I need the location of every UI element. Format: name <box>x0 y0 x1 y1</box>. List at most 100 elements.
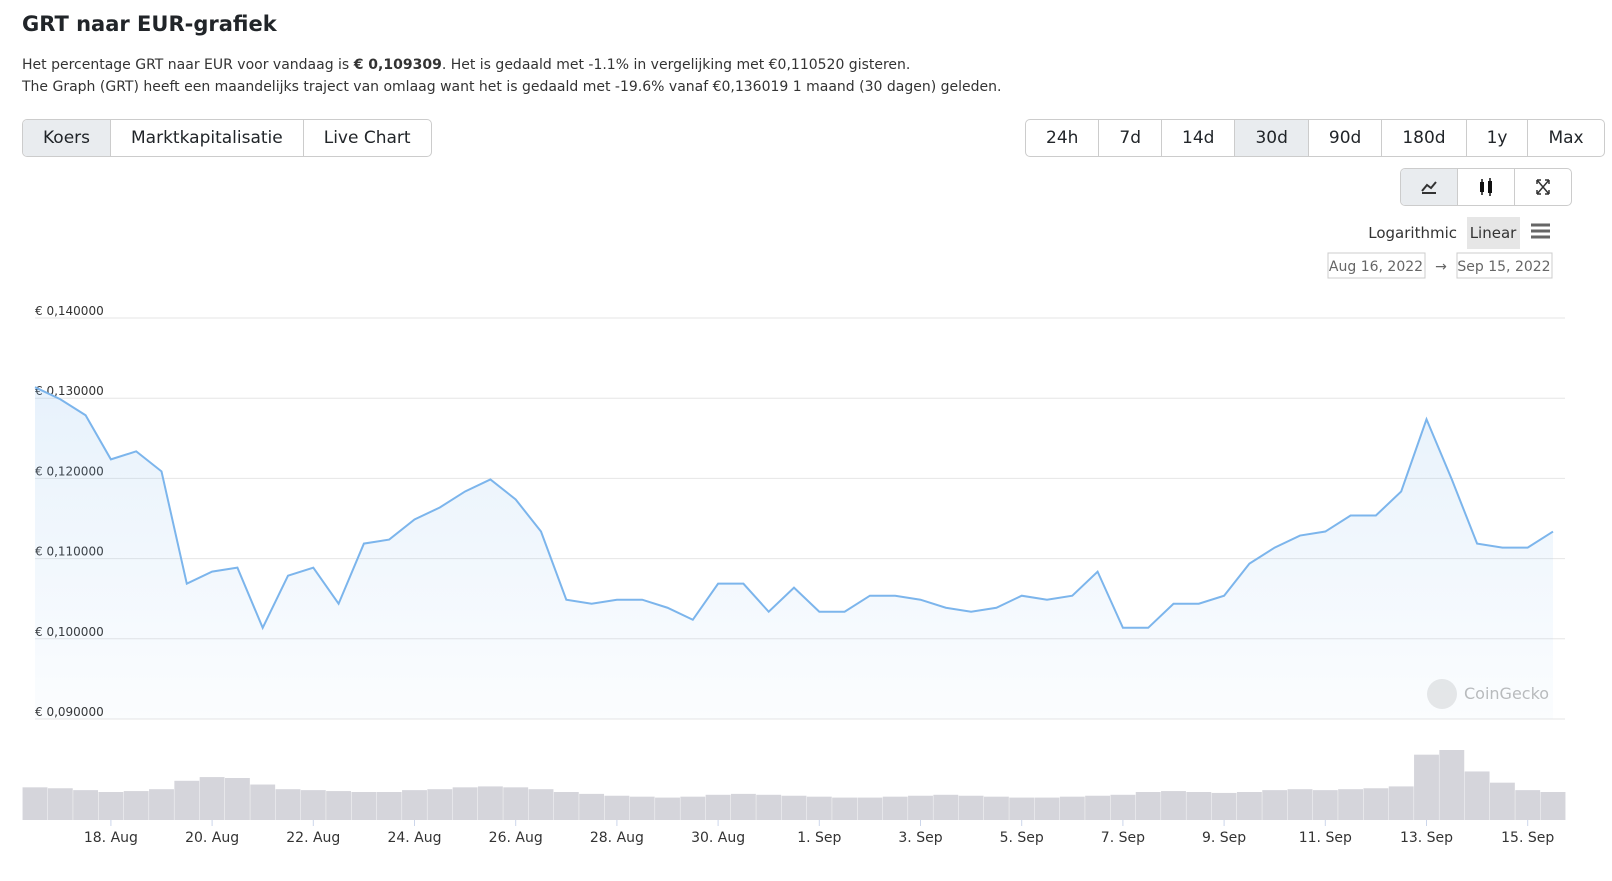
volume-bar <box>655 797 680 820</box>
volume-bar <box>730 793 756 820</box>
volume-bar <box>224 778 250 820</box>
volume-bar <box>983 796 1009 820</box>
volume-bar <box>503 787 529 820</box>
scale-option[interactable]: Logarithmic <box>1368 224 1457 242</box>
periods: 24h 7d 14d 30d 90d 180d 1y Max <box>1025 119 1605 157</box>
tab[interactable]: Koers <box>23 120 112 156</box>
volume-bar <box>123 791 149 820</box>
volume-bar <box>22 787 48 820</box>
volume-bar <box>73 790 99 820</box>
x-tick-label: 3. Sep <box>898 830 942 846</box>
period[interactable]: 30d <box>1235 120 1309 156</box>
x-tick-label: 28. Aug <box>590 830 644 846</box>
volume-bar <box>275 789 301 820</box>
linear-bg <box>1467 217 1520 249</box>
x-tick-label: 9. Sep <box>1202 830 1246 846</box>
period[interactable]: 1y <box>1467 120 1529 156</box>
volume-bar <box>908 795 933 820</box>
x-tick-label: 7. Sep <box>1101 830 1145 846</box>
volume-bar <box>1312 790 1338 820</box>
volume-bar <box>149 789 174 820</box>
volume-bar <box>933 794 959 820</box>
volume-bar <box>47 788 73 820</box>
volume-bar <box>1034 797 1060 820</box>
y-tick-label: € 0,100000 <box>35 625 104 639</box>
arrow: → <box>1435 259 1447 275</box>
date-from[interactable]: Aug 16, 2022 <box>1329 259 1423 275</box>
period[interactable]: 24h <box>1026 120 1100 156</box>
x-tick-label: 15. Sep <box>1501 830 1554 846</box>
volume-bar <box>1414 754 1439 820</box>
volume-bar <box>680 796 706 820</box>
volume-bar <box>705 794 731 820</box>
period[interactable]: 180d <box>1382 120 1467 156</box>
volume-bar <box>857 797 883 820</box>
volume-bar <box>629 796 655 820</box>
volume-bar <box>174 780 200 820</box>
period[interactable]: 90d <box>1309 120 1383 156</box>
description: Het percentage GRT naar EUR voor vandaag… <box>22 57 910 73</box>
volume-bar <box>477 786 503 820</box>
volume-bar <box>1135 792 1161 820</box>
volume-bar <box>528 789 554 820</box>
x-tick-label: 13. Sep <box>1400 830 1453 846</box>
tab[interactable]: Live Chart <box>323 128 411 148</box>
volume-bar <box>1489 782 1515 820</box>
volume-bar <box>427 789 453 820</box>
text: Het percentage GRT naar EUR voor vandaag… <box>22 57 354 73</box>
volume-bar <box>402 790 427 820</box>
description: The Graph (GRT) heeft een maandelijks tr… <box>22 79 1002 95</box>
volume-bar <box>1085 795 1111 820</box>
x-tick-label: 30. Aug <box>691 830 745 846</box>
fullscreen-icon[interactable] <box>1515 169 1571 205</box>
date-to[interactable]: Sep 15, 2022 <box>1457 259 1550 275</box>
x-tick-label: 18. Aug <box>84 830 138 846</box>
volume-bar <box>1059 796 1085 820</box>
x-tick-label: 5. Sep <box>1000 830 1044 846</box>
volume-bar <box>300 790 326 820</box>
y-tick-label: € 0,110000 <box>35 545 104 559</box>
volume-bar <box>1388 786 1414 820</box>
volume-bar <box>1464 771 1490 820</box>
volume-bar <box>1287 789 1313 820</box>
title: GRT naar EUR-grafiek <box>22 12 277 36</box>
volume-bar <box>1161 791 1186 820</box>
volume-bar <box>579 793 605 820</box>
volume-bar <box>832 797 858 820</box>
x-tick-label: 1. Sep <box>797 830 841 846</box>
volume-bar <box>781 795 807 820</box>
area <box>35 387 1553 719</box>
volume-bar <box>1009 797 1035 820</box>
y-tick-label: € 0,140000 <box>35 304 104 318</box>
volume-bar <box>553 792 579 820</box>
period[interactable]: 14d <box>1162 120 1236 156</box>
price: € 0,109309 <box>353 57 442 73</box>
menu-icon[interactable] <box>1531 223 1550 239</box>
volume-bar <box>326 791 352 820</box>
tab[interactable]: Marktkapitalisatie <box>111 120 304 156</box>
period[interactable]: 7d <box>1099 120 1163 156</box>
x-tick-label: 11. Sep <box>1299 830 1352 846</box>
volume-bar <box>98 792 124 820</box>
volume-bar <box>1439 750 1465 820</box>
logo <box>1427 679 1457 709</box>
volume-bar <box>1262 790 1288 820</box>
date-box <box>1456 252 1553 279</box>
y-tick-label: € 0,130000 <box>35 384 104 398</box>
volume-bar <box>1186 792 1212 820</box>
volume-bar <box>1236 792 1262 820</box>
tabs: Koers Marktkapitalisatie Live Chart <box>22 119 432 157</box>
y-tick-label: € 0,090000 <box>35 705 104 719</box>
volume-bar <box>882 796 908 820</box>
volume-bar <box>604 795 630 820</box>
period[interactable]: Max <box>1548 128 1584 148</box>
volume-bar <box>250 784 276 820</box>
date-box <box>1327 252 1426 279</box>
candle-icon[interactable] <box>1458 169 1515 205</box>
chart-style <box>1400 168 1572 206</box>
x-tick-label: 26. Aug <box>489 830 543 846</box>
x-tick-label: 24. Aug <box>387 830 441 846</box>
scale-option[interactable]: Linear <box>1470 224 1517 242</box>
line-icon[interactable] <box>1401 169 1458 205</box>
